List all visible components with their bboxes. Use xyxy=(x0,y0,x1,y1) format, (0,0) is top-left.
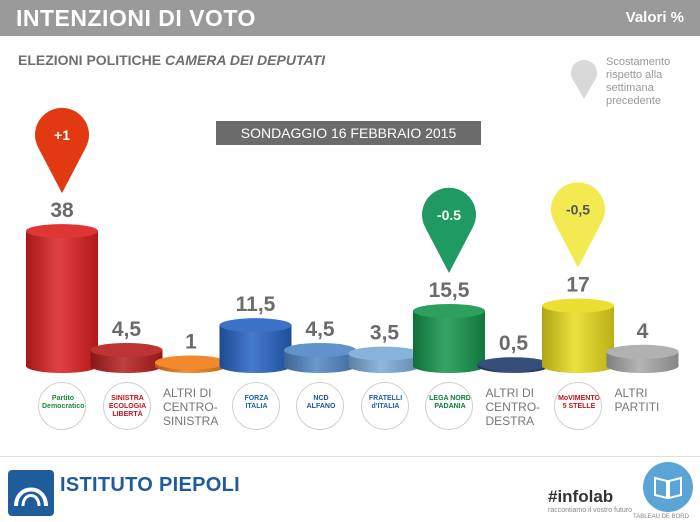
bar-value-label-9: 17 xyxy=(566,274,589,297)
category-label-line: ALTRI DI xyxy=(485,386,534,400)
party-logo-5: NCD ALFANO xyxy=(296,382,344,430)
bar-top-9 xyxy=(542,298,614,313)
change-label-1: +1 xyxy=(54,127,70,143)
party-logo-text-7: LEGA NORD PADANIA xyxy=(429,395,471,410)
bar-value-label-5: 4,5 xyxy=(305,318,335,341)
category-label-line: ALTRI xyxy=(614,386,648,400)
subtitle-emphasis: CAMERA DEI DEPUTATI xyxy=(165,52,325,68)
legend-pin-icon xyxy=(571,60,597,99)
change-marker-7 xyxy=(422,187,476,273)
change-label-9: -0,5 xyxy=(566,202,590,218)
bar-value-label-10: 4 xyxy=(637,320,649,343)
party-logo-9: MoVIMENTO 5 STELLE xyxy=(554,382,602,430)
change-marker-1 xyxy=(35,107,89,194)
bar-top-8 xyxy=(477,357,550,372)
piepoli-logo-icon xyxy=(8,470,54,516)
bar-top-10 xyxy=(606,344,679,359)
bar-1 xyxy=(26,231,98,373)
chart-subtitle: ELEZIONI POLITICHE CAMERA DEI DEPUTATI xyxy=(18,52,325,68)
party-logo-text-4: FORZA ITALIA xyxy=(244,395,269,410)
bar-4 xyxy=(219,325,292,374)
bar-top-7 xyxy=(413,303,485,318)
brand-name: ISTITUTO PIEPOLI xyxy=(60,474,241,496)
page-title: INTENZIONI DI VOTO xyxy=(16,5,256,31)
bar-value-label-8: 0,5 xyxy=(499,332,529,355)
book-icon xyxy=(643,462,693,512)
category-label-line: DESTRA xyxy=(485,414,535,428)
bar-top-5 xyxy=(284,343,356,358)
party-logo-text-6: FRATELLI d'ITALIA xyxy=(368,395,403,410)
category-label-10: ALTRI PARTITI xyxy=(615,386,660,414)
change-marker-9 xyxy=(551,182,605,268)
party-logo-1: Partito Democratico xyxy=(38,382,86,430)
bar-7 xyxy=(413,310,485,373)
party-logo-4: FORZA ITALIA xyxy=(231,382,280,430)
bar-value-label-2: 4,5 xyxy=(112,318,142,341)
bar-value-label-1: 38 xyxy=(50,199,74,222)
legend-text: Scostamento rispetto alla settimana prec… xyxy=(606,56,671,107)
bar-value-label-4: 11,5 xyxy=(236,293,276,316)
bar-top-6 xyxy=(348,346,421,361)
bar-9 xyxy=(542,305,614,373)
bar-value-label-6: 3,5 xyxy=(370,322,400,345)
party-logo-6: FRATELLI d'ITALIA xyxy=(360,382,409,430)
category-label-3: ALTRI DI CENTRO- SINISTRA xyxy=(163,386,218,428)
infolab-tagline: raccontiamo il vostro futuro xyxy=(548,507,633,514)
party-logo-7: LEGA NORD PADANIA xyxy=(425,382,473,430)
bar-top-2 xyxy=(90,343,163,358)
bar-top-3 xyxy=(155,355,227,370)
footer-divider xyxy=(0,456,700,457)
party-logo-2: SINISTRA ECOLOGIA LIBERTÀ xyxy=(102,382,151,430)
party-logo-text-9: MoVIMENTO 5 STELLE xyxy=(558,395,600,410)
change-label-7: -0.5 xyxy=(437,207,461,223)
category-label-8: ALTRI DI CENTRO- DESTRA xyxy=(486,386,541,428)
survey-date-label: SONDAGGIO 16 FEBBRAIO 2015 xyxy=(216,121,481,145)
subtitle-prefix: ELEZIONI POLITICHE xyxy=(18,52,162,68)
bar-value-label-3: 1 xyxy=(185,330,197,353)
category-label-line: ALTRI DI xyxy=(163,386,212,400)
bar-value-label-7: 15,5 xyxy=(429,279,470,302)
category-label-line: SINISTRA xyxy=(163,414,219,428)
bar-top-1 xyxy=(26,224,98,239)
infolab-logo: #infolab xyxy=(548,487,614,506)
party-logo-text-1: Partito Democratico xyxy=(42,395,85,410)
header-bar: INTENZIONI DI VOTO Valori % xyxy=(0,0,700,36)
units-label: Valori % xyxy=(625,9,684,26)
book-label: TABLEAU DE BORD xyxy=(633,514,689,520)
category-label-line: CENTRO- xyxy=(485,400,541,414)
party-logo-text-5: NCD ALFANO xyxy=(306,395,336,410)
party-logo-text-2: SINISTRA ECOLOGIA LIBERTÀ xyxy=(108,395,147,418)
category-label-line: PARTITI xyxy=(614,400,660,414)
bar-top-4 xyxy=(219,318,292,333)
category-label-line: CENTRO- xyxy=(163,400,218,414)
